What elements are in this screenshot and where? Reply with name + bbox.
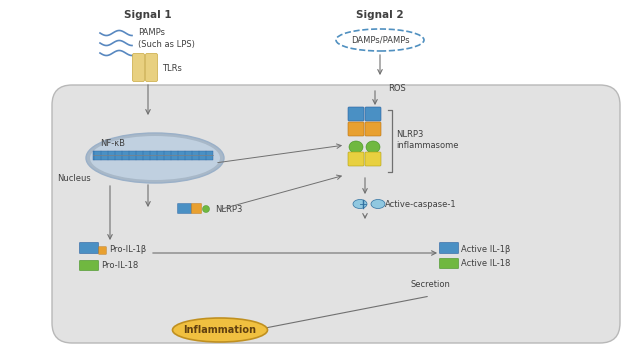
FancyBboxPatch shape xyxy=(440,258,458,269)
FancyBboxPatch shape xyxy=(132,54,145,81)
Ellipse shape xyxy=(349,141,363,153)
Text: NF-κB: NF-κB xyxy=(100,139,125,148)
FancyBboxPatch shape xyxy=(93,151,213,160)
Ellipse shape xyxy=(173,318,268,342)
Ellipse shape xyxy=(336,29,424,51)
FancyBboxPatch shape xyxy=(365,152,381,166)
FancyBboxPatch shape xyxy=(191,203,202,213)
Ellipse shape xyxy=(371,199,385,208)
FancyBboxPatch shape xyxy=(440,243,458,253)
Text: NLRP3: NLRP3 xyxy=(215,204,243,213)
Ellipse shape xyxy=(366,141,380,153)
FancyBboxPatch shape xyxy=(365,107,381,121)
FancyBboxPatch shape xyxy=(52,85,620,343)
FancyBboxPatch shape xyxy=(348,107,364,121)
FancyBboxPatch shape xyxy=(348,122,364,136)
Text: Active IL-1β: Active IL-1β xyxy=(461,244,510,253)
FancyBboxPatch shape xyxy=(99,247,106,254)
Text: Secretion: Secretion xyxy=(410,280,450,289)
Text: Pro-IL-18: Pro-IL-18 xyxy=(101,261,138,270)
Text: Inflammation: Inflammation xyxy=(184,325,257,335)
Text: Signal 1: Signal 1 xyxy=(124,10,172,20)
FancyBboxPatch shape xyxy=(79,243,99,253)
Text: TLRs: TLRs xyxy=(162,63,182,72)
Ellipse shape xyxy=(202,206,209,212)
Text: Nucleus: Nucleus xyxy=(57,174,91,183)
Text: ROS: ROS xyxy=(388,84,406,93)
FancyBboxPatch shape xyxy=(365,122,381,136)
Text: DAMPs/PAMPs: DAMPs/PAMPs xyxy=(351,36,410,45)
Ellipse shape xyxy=(90,136,220,180)
Text: PAMPs
(Such as LPS): PAMPs (Such as LPS) xyxy=(138,28,195,49)
Ellipse shape xyxy=(353,199,367,208)
Text: Active-caspase-1: Active-caspase-1 xyxy=(385,199,456,208)
FancyBboxPatch shape xyxy=(177,203,191,213)
Text: NLRP3
inflammasome: NLRP3 inflammasome xyxy=(396,130,458,150)
FancyBboxPatch shape xyxy=(79,261,99,270)
Ellipse shape xyxy=(86,133,224,183)
FancyBboxPatch shape xyxy=(145,54,157,81)
FancyBboxPatch shape xyxy=(348,152,364,166)
Text: Pro-IL-1β: Pro-IL-1β xyxy=(109,244,147,253)
Text: Active IL-18: Active IL-18 xyxy=(461,260,510,269)
Text: Signal 2: Signal 2 xyxy=(356,10,404,20)
